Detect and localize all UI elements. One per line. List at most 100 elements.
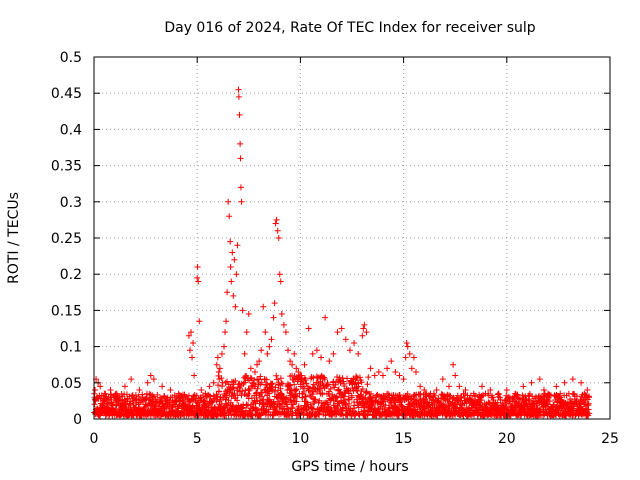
noise-point bbox=[359, 385, 366, 392]
data-point bbox=[276, 271, 283, 278]
y-axis-label: ROTI / TECUs bbox=[6, 192, 22, 284]
noise-point bbox=[302, 393, 309, 400]
noise-point bbox=[222, 379, 229, 386]
data-point bbox=[215, 368, 222, 375]
data-point bbox=[121, 383, 128, 390]
noise-point bbox=[263, 401, 270, 408]
noise-point bbox=[339, 405, 346, 412]
noise-point bbox=[355, 380, 362, 387]
x-tick-label: 5 bbox=[193, 431, 202, 447]
noise-point bbox=[215, 388, 222, 395]
noise-point bbox=[515, 395, 522, 402]
data-point bbox=[503, 387, 510, 394]
data-point bbox=[584, 387, 591, 394]
noise-point bbox=[232, 377, 239, 384]
data-point bbox=[520, 383, 527, 390]
data-point bbox=[175, 390, 182, 397]
data-point bbox=[241, 350, 248, 357]
noise-point bbox=[336, 374, 343, 381]
noise-point bbox=[163, 396, 170, 403]
data-point bbox=[94, 394, 101, 401]
noise-point bbox=[335, 410, 342, 417]
noise-point bbox=[223, 392, 230, 399]
noise-point bbox=[553, 406, 560, 413]
data-point bbox=[231, 256, 238, 263]
noise-point bbox=[252, 390, 259, 397]
data-point bbox=[379, 372, 386, 379]
data-point bbox=[239, 307, 246, 314]
data-point bbox=[330, 350, 337, 357]
data-point bbox=[232, 303, 239, 310]
data-point bbox=[406, 350, 413, 357]
grid bbox=[94, 57, 610, 419]
data-point bbox=[195, 278, 202, 285]
noise-point bbox=[512, 398, 519, 405]
data-point bbox=[384, 365, 391, 372]
data-point bbox=[334, 329, 341, 336]
y-tick-label: 0.2 bbox=[60, 267, 82, 283]
noise-point bbox=[122, 401, 129, 408]
data-point bbox=[225, 198, 232, 205]
data-point bbox=[452, 372, 459, 379]
data-point bbox=[462, 387, 469, 394]
noise-point bbox=[312, 396, 319, 403]
noise-point bbox=[586, 394, 593, 401]
data-point bbox=[227, 238, 234, 245]
data-point bbox=[291, 350, 298, 357]
data-point bbox=[224, 289, 231, 296]
noise-point bbox=[277, 375, 284, 382]
noise-point bbox=[266, 390, 273, 397]
data-point bbox=[375, 368, 382, 375]
noise-point bbox=[300, 410, 307, 417]
noise-point bbox=[396, 391, 403, 398]
data-point bbox=[285, 347, 292, 354]
noise-point bbox=[141, 404, 148, 411]
axis-ticks: 0 5 10 15 20 25 0 0.05 0.1 0.15 0.2 0.25 0.3 0.35 0.4 0… bbox=[51, 50, 619, 447]
noise-point bbox=[485, 392, 492, 399]
data-point bbox=[213, 361, 220, 368]
noise-point bbox=[444, 391, 451, 398]
data-point bbox=[222, 329, 229, 336]
data-point bbox=[243, 329, 250, 336]
noise-point bbox=[274, 376, 281, 383]
noise-point bbox=[385, 391, 392, 398]
data-point bbox=[553, 383, 560, 390]
data-point bbox=[191, 372, 198, 379]
x-tick-label: 0 bbox=[90, 431, 99, 447]
noise-point bbox=[306, 385, 313, 392]
data-point bbox=[236, 111, 243, 118]
noise-point bbox=[546, 391, 553, 398]
data-point bbox=[318, 354, 325, 361]
noise-point bbox=[417, 390, 424, 397]
data-point bbox=[238, 198, 245, 205]
noise-point bbox=[223, 401, 230, 408]
noise-point bbox=[321, 376, 328, 383]
data-point bbox=[227, 263, 234, 270]
data-point bbox=[198, 387, 205, 394]
noise-point bbox=[334, 374, 341, 381]
noise-point bbox=[265, 397, 272, 404]
data-point bbox=[561, 379, 568, 386]
noise-point bbox=[219, 383, 226, 390]
noise-point bbox=[154, 391, 161, 398]
data-point bbox=[280, 321, 287, 328]
noise-point bbox=[332, 381, 339, 388]
data-point bbox=[190, 339, 197, 346]
data-point bbox=[230, 292, 237, 299]
noise-point bbox=[388, 400, 395, 407]
data-point bbox=[272, 220, 279, 227]
data-point bbox=[229, 249, 236, 256]
noise-point bbox=[358, 379, 365, 386]
noise-point bbox=[356, 374, 363, 381]
data-point bbox=[97, 383, 104, 390]
noise-point bbox=[411, 392, 418, 399]
data-point bbox=[569, 376, 576, 383]
data-point bbox=[258, 347, 265, 354]
data-point bbox=[245, 311, 252, 318]
noise-point bbox=[202, 403, 209, 410]
y-tick-label: 0.45 bbox=[51, 86, 82, 102]
noise-point bbox=[213, 412, 220, 419]
data-point bbox=[128, 376, 135, 383]
noise-point bbox=[244, 392, 251, 399]
data-point bbox=[249, 379, 256, 386]
